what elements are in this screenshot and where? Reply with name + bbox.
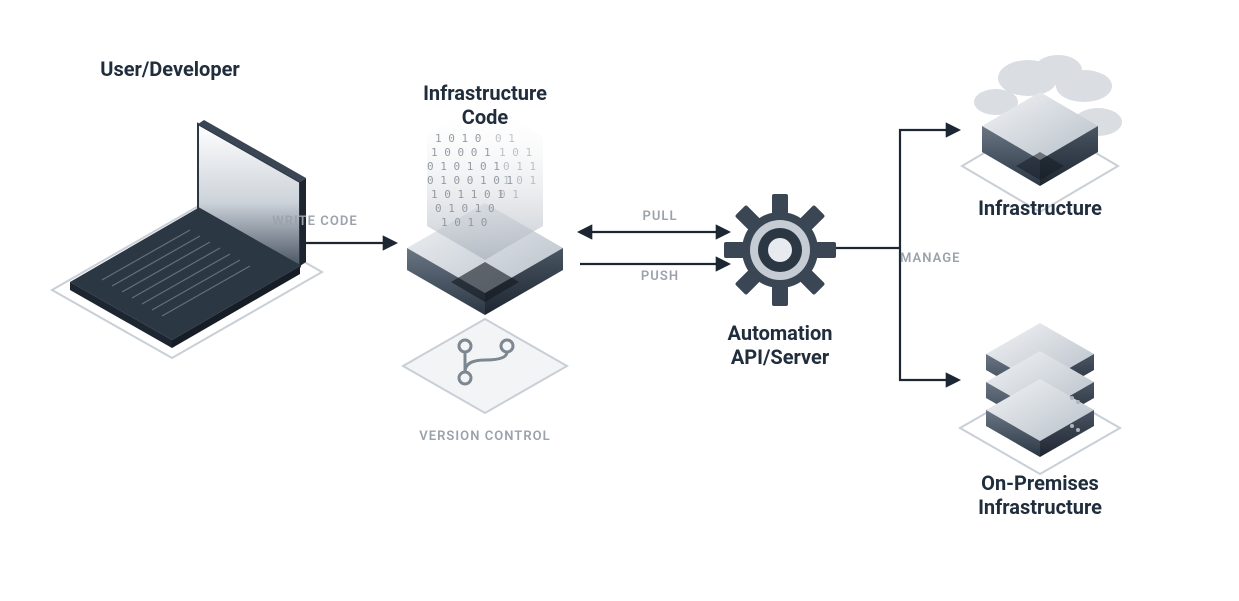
title-user-developer: User/Developer	[100, 57, 240, 81]
title-onprem-l2: Infrastructure	[978, 495, 1102, 519]
title-onprem-l1: On-Premises	[981, 471, 1099, 495]
label-write-code: WRITE CODE	[272, 214, 357, 229]
node-cloud-infrastructure	[962, 55, 1122, 212]
svg-text:0 1 0 1 0: 0 1 0 1 0	[435, 202, 495, 215]
svg-text:1 0 1 1 0 1: 1 0 1 1 0 1	[431, 188, 504, 201]
node-automation-api-server	[724, 194, 836, 306]
node-infrastructure-code: 1 0 1 0 1 0 0 0 1 0 1 0 1 0 1 0 1 0 0 1 …	[403, 102, 567, 413]
label-version-control: VERSION CONTROL	[419, 429, 550, 444]
title-automation-l2: API/Server	[731, 345, 830, 369]
label-push: PUSH	[641, 269, 679, 284]
svg-text:0 1 0 1 0 1: 0 1 0 1 0 1	[427, 160, 500, 173]
svg-text:1 0 1 0: 1 0 1 0	[435, 132, 481, 145]
svg-text:1 0 1: 1 0 1	[499, 146, 532, 159]
svg-text:1 0 0 0 1: 1 0 0 0 1	[431, 146, 491, 159]
title-infrastructure-code-l2: Code	[462, 105, 509, 129]
title-infrastructure-code-l1: Infrastructure	[423, 81, 547, 105]
label-pull: PULL	[642, 209, 677, 224]
node-user-developer	[52, 120, 322, 358]
label-manage: MANAGE	[900, 251, 961, 266]
node-onprem-infrastructure	[960, 323, 1120, 474]
gear-icon	[724, 194, 836, 306]
svg-text:0 1: 0 1	[495, 132, 515, 145]
title-cloud-infra: Infrastructure	[978, 196, 1102, 220]
svg-text:1 0 1 0: 1 0 1 0	[441, 216, 487, 229]
svg-text:1 0 1: 1 0 1	[503, 174, 536, 187]
title-automation-l1: Automation	[728, 321, 833, 345]
svg-text:0 1 1: 0 1 1	[503, 160, 536, 173]
svg-text:0 1 0 0 1 0 1: 0 1 0 0 1 0 1	[427, 174, 513, 187]
svg-text:0 1: 0 1	[499, 188, 519, 201]
